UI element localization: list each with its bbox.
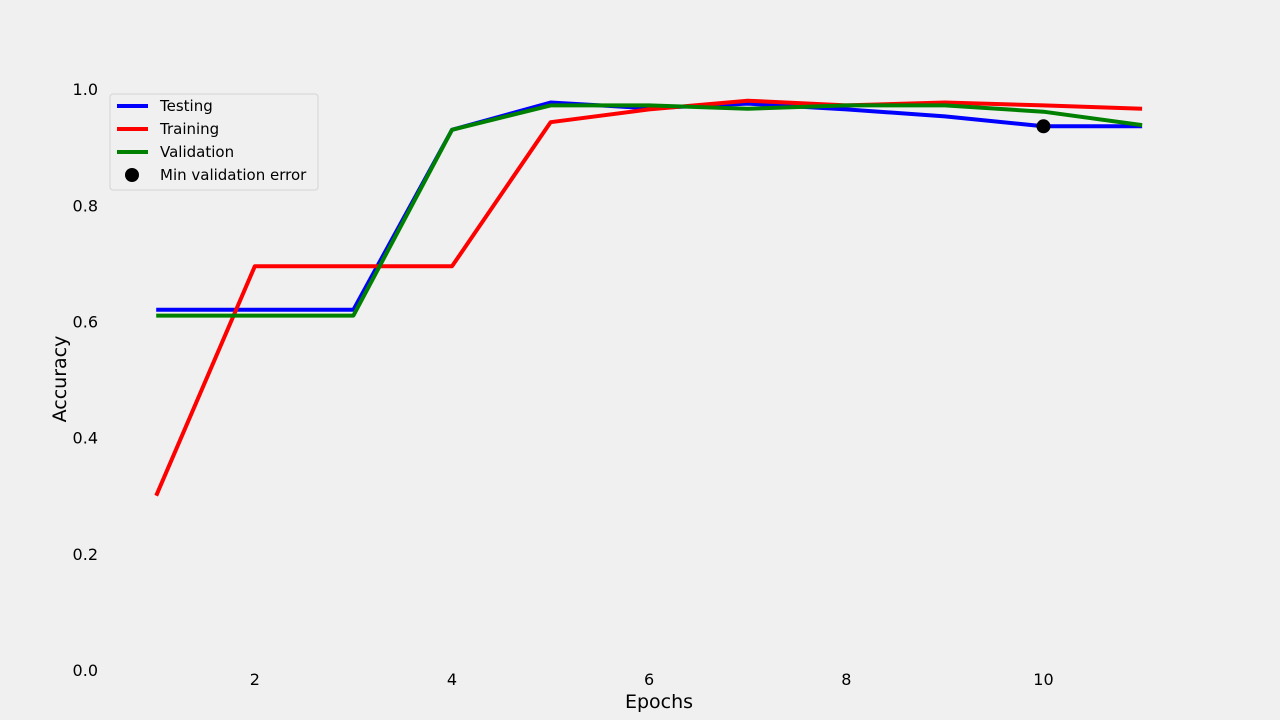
legend-item-validation: Validation xyxy=(117,143,234,161)
legend-marker-swatch xyxy=(125,168,139,182)
x-tick-labels: 2 4 6 8 10 xyxy=(250,670,1054,689)
x-axis-label: Epochs xyxy=(625,691,693,713)
x-tick-label: 8 xyxy=(841,670,851,689)
legend: Testing Training Validation Min validation … xyxy=(109,93,319,191)
y-tick-label: 0.2 xyxy=(73,545,98,564)
x-tick-label: 4 xyxy=(447,670,457,689)
legend-label: Training xyxy=(159,120,219,138)
x-tick-label: 6 xyxy=(644,670,654,689)
x-tick-label: 2 xyxy=(250,670,260,689)
legend-item-min-validation-error: Min validation error xyxy=(125,166,307,184)
marker-min-validation-error xyxy=(1036,119,1051,134)
series-line-validation xyxy=(156,103,1143,318)
legend-box xyxy=(109,93,319,191)
legend-label: Min validation error xyxy=(160,166,307,184)
legend-item-testing: Testing xyxy=(117,97,213,115)
y-tick-label: 0.6 xyxy=(73,312,98,331)
series-lines xyxy=(154,98,1143,497)
y-tick-label: 0.4 xyxy=(73,429,98,448)
markers xyxy=(1036,119,1051,134)
x-tick-label: 10 xyxy=(1033,670,1053,689)
y-tick-label: 0.0 xyxy=(73,661,98,680)
y-tick-label: 1.0 xyxy=(73,80,98,99)
series-line-training xyxy=(154,98,1143,497)
y-axis-label: Accuracy xyxy=(49,336,71,423)
legend-item-training: Training xyxy=(117,120,219,138)
legend-label: Validation xyxy=(160,143,234,161)
y-tick-label: 0.8 xyxy=(73,196,98,215)
y-tick-labels: 0.0 0.2 0.4 0.6 0.8 1.0 xyxy=(73,80,98,680)
legend-label: Testing xyxy=(159,97,213,115)
